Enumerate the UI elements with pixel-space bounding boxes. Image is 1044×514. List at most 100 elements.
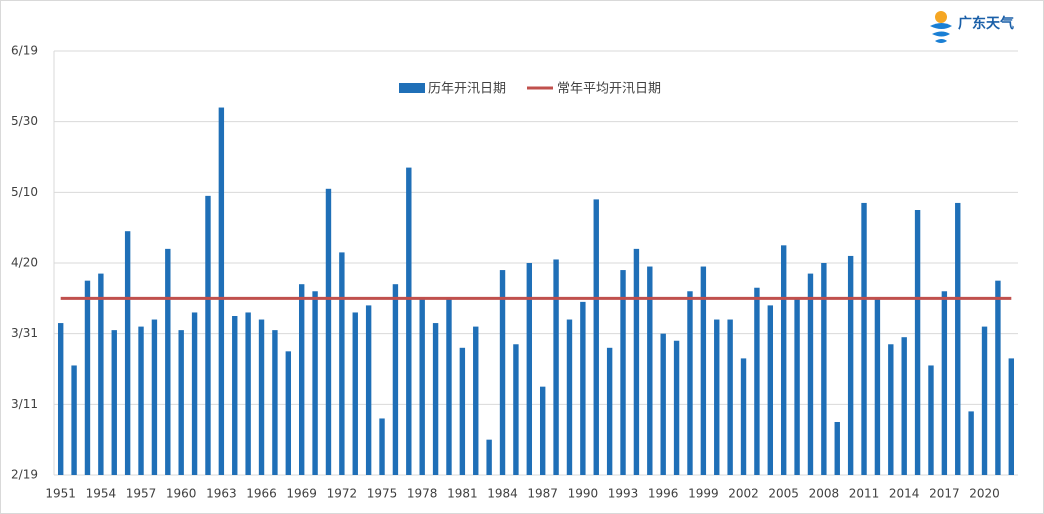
bar bbox=[178, 330, 184, 475]
bar bbox=[593, 199, 599, 475]
x-tick-label: 1972 bbox=[327, 487, 358, 501]
bar bbox=[928, 365, 934, 475]
bar bbox=[633, 248, 640, 475]
x-tick-label: 1963 bbox=[206, 487, 237, 501]
x-tick-label: 1951 bbox=[45, 487, 76, 501]
bar bbox=[566, 319, 573, 475]
x-tick-label: 1978 bbox=[407, 487, 438, 501]
bar bbox=[446, 298, 452, 475]
y-tick-label: 4/20 bbox=[11, 256, 38, 270]
x-tick-label: 2020 bbox=[969, 487, 1000, 501]
bar bbox=[955, 202, 961, 475]
x-tick-label: 1984 bbox=[487, 487, 518, 501]
bar bbox=[151, 319, 158, 475]
x-tick-label: 1999 bbox=[688, 487, 719, 501]
bar bbox=[406, 167, 412, 475]
y-tick-label: 5/30 bbox=[11, 114, 38, 128]
legend-label: 常年平均开汛日期 bbox=[557, 82, 661, 97]
bar bbox=[419, 298, 425, 475]
y-tick-label: 6/19 bbox=[11, 44, 38, 58]
bar bbox=[673, 340, 680, 475]
bar bbox=[499, 270, 506, 475]
legend-label: 历年开汛日期 bbox=[428, 82, 506, 97]
x-tick-label: 1957 bbox=[126, 487, 157, 501]
bar bbox=[727, 319, 733, 475]
x-tick-label: 1987 bbox=[527, 487, 558, 501]
bar bbox=[780, 245, 787, 475]
bar bbox=[459, 347, 466, 475]
bar bbox=[124, 231, 131, 475]
bar bbox=[473, 326, 479, 475]
bar bbox=[861, 202, 867, 475]
bar bbox=[312, 291, 318, 475]
bar bbox=[98, 273, 104, 475]
bar bbox=[847, 255, 854, 475]
x-tick-label: 2002 bbox=[728, 487, 759, 501]
x-tick-label: 2017 bbox=[929, 487, 960, 501]
x-tick-label: 1990 bbox=[568, 487, 599, 501]
bar bbox=[553, 259, 559, 475]
bar bbox=[339, 252, 345, 475]
bar bbox=[700, 266, 707, 475]
bar bbox=[191, 312, 198, 475]
bar bbox=[807, 273, 814, 475]
x-tick-label: 2008 bbox=[809, 487, 840, 501]
bar bbox=[258, 319, 265, 475]
bar bbox=[714, 319, 720, 475]
x-tick-label: 2011 bbox=[849, 487, 880, 501]
x-tick-label: 2005 bbox=[768, 487, 799, 501]
bar bbox=[968, 411, 974, 475]
bar bbox=[660, 333, 666, 475]
bar bbox=[272, 330, 278, 475]
bar bbox=[620, 270, 626, 475]
x-tick-label: 1975 bbox=[367, 487, 398, 501]
x-tick-label: 1966 bbox=[246, 487, 277, 501]
bar bbox=[379, 418, 385, 475]
bar bbox=[834, 422, 840, 475]
logo-icon bbox=[930, 11, 952, 43]
legend-swatch bbox=[399, 83, 425, 93]
logo-text: 广东天气 bbox=[958, 15, 1014, 32]
bar bbox=[432, 323, 439, 475]
bar bbox=[874, 298, 881, 475]
bar bbox=[165, 248, 171, 475]
bar bbox=[84, 280, 91, 475]
bar bbox=[205, 195, 211, 475]
bar bbox=[232, 316, 238, 475]
bar bbox=[647, 266, 653, 475]
bar bbox=[767, 305, 774, 475]
y-tick-label: 2/19 bbox=[11, 468, 38, 482]
bar bbox=[687, 291, 693, 475]
x-tick-label: 1969 bbox=[286, 487, 317, 501]
x-tick-label: 1981 bbox=[447, 487, 478, 501]
bar bbox=[57, 323, 64, 475]
bar bbox=[298, 284, 305, 475]
x-tick-label: 2014 bbox=[889, 487, 920, 501]
bar bbox=[352, 312, 358, 475]
y-tick-label: 3/11 bbox=[11, 397, 38, 411]
bar bbox=[794, 298, 800, 475]
bar bbox=[285, 351, 292, 475]
x-tick-label: 1954 bbox=[86, 487, 117, 501]
bar bbox=[995, 280, 1001, 475]
bar bbox=[606, 347, 613, 475]
bar bbox=[914, 210, 921, 475]
bar bbox=[580, 301, 586, 475]
bar bbox=[901, 337, 907, 475]
bar bbox=[218, 107, 225, 476]
y-tick-label: 5/10 bbox=[11, 185, 38, 199]
bar bbox=[111, 330, 117, 475]
bar bbox=[365, 305, 372, 475]
bar bbox=[754, 287, 760, 475]
bar bbox=[821, 263, 827, 475]
bar bbox=[71, 365, 77, 475]
y-tick-label: 3/31 bbox=[11, 326, 38, 340]
bar bbox=[486, 439, 492, 475]
bar bbox=[325, 188, 332, 476]
bar bbox=[245, 312, 251, 475]
bar bbox=[513, 344, 519, 475]
bar bbox=[392, 284, 399, 475]
bar bbox=[740, 358, 747, 475]
